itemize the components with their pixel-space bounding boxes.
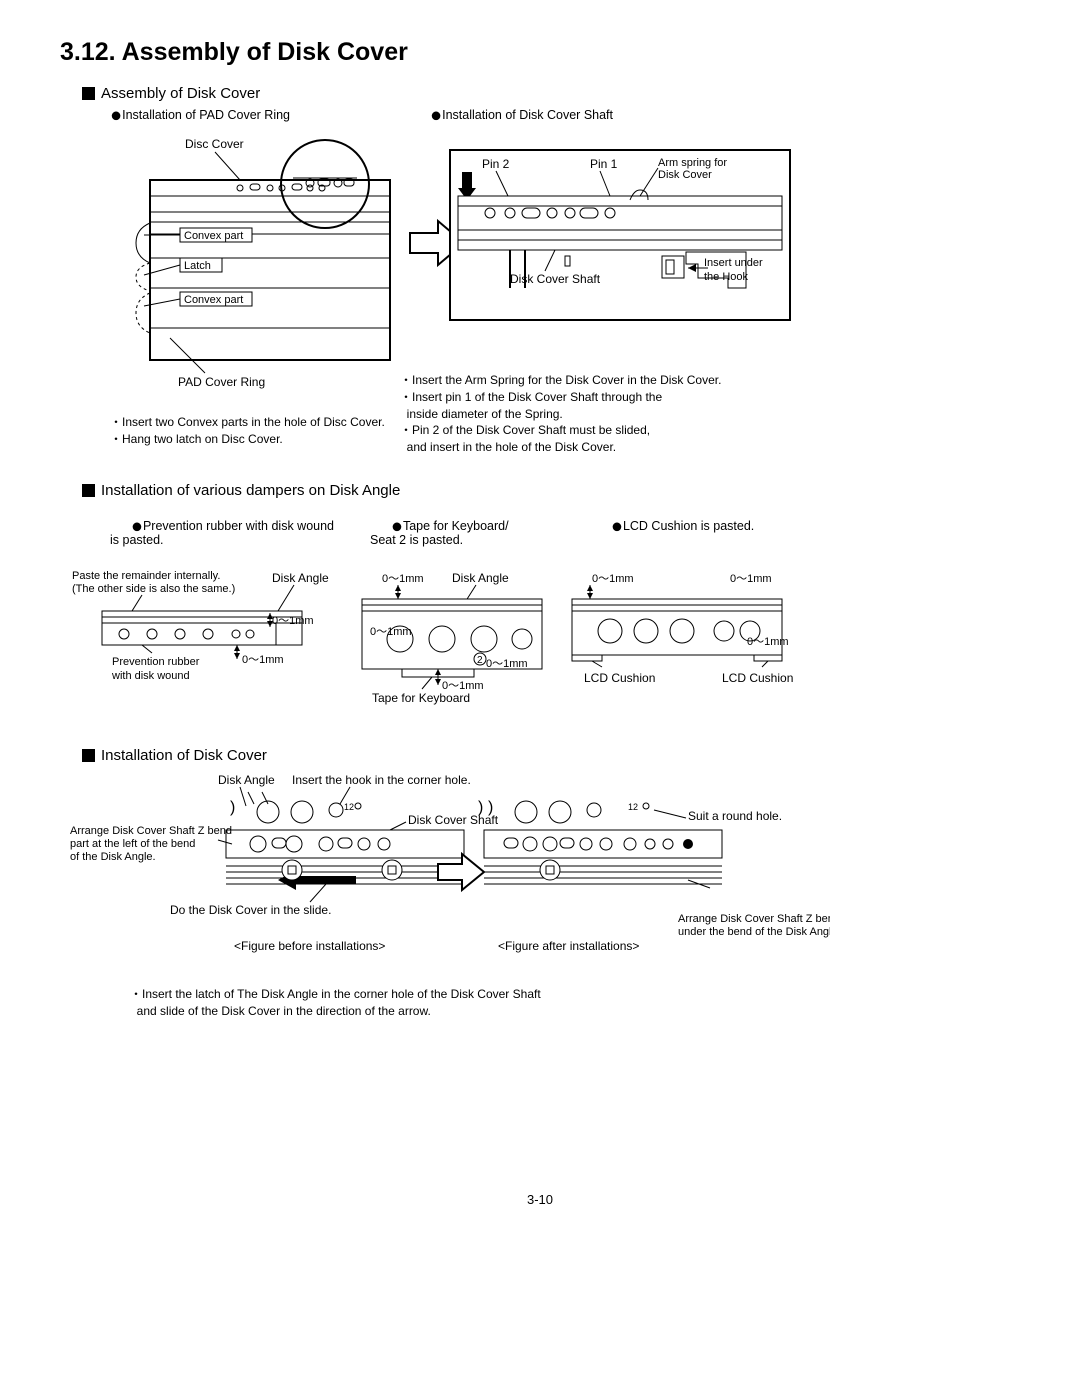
page-number: 3-10	[0, 1192, 1080, 1207]
svg-text:0～1mm: 0～1mm	[382, 573, 424, 585]
section1-diagram: Disc Cover	[110, 128, 1020, 408]
arrow-icon-2	[438, 854, 484, 890]
svg-text:Arrange Disk Cover Shaft Z ben: Arrange Disk Cover Shaft Z bend	[70, 825, 232, 837]
section3-notes: ・Insert the latch of The Disk Angle in t…	[130, 986, 1020, 1020]
svg-text:Prevention rubber: Prevention rubber	[112, 656, 200, 668]
label-arm-spring: Arm spring for	[658, 157, 727, 169]
label-suit-round: Suit a round hole.	[688, 809, 782, 823]
svg-text:Disk Angle: Disk Angle	[452, 571, 509, 585]
section1-heading: Assembly of Disk Cover	[82, 85, 1020, 102]
svg-text:Disk Cover: Disk Cover	[658, 169, 712, 181]
svg-text:12: 12	[344, 802, 354, 812]
svg-text:12: 12	[628, 802, 638, 812]
label-pin1: Pin 1	[590, 157, 618, 171]
svg-text:0～1mm: 0～1mm	[272, 615, 314, 627]
page-title: 3.12. Assembly of Disk Cover	[60, 38, 1020, 67]
section3-heading: Installation of Disk Cover	[82, 747, 1020, 764]
svg-text:0～1mm: 0～1mm	[370, 626, 412, 638]
svg-text:): )	[230, 799, 235, 816]
svg-text:0～1mm: 0～1mm	[592, 573, 634, 585]
label-tape-kbd: Tape for Keyboard	[372, 691, 470, 705]
svg-text:): )	[488, 799, 493, 816]
label-dcs: Disk Cover Shaft	[408, 813, 499, 827]
section1-notes-right: ・Insert the Arm Spring for the Disk Cove…	[400, 372, 721, 456]
disk-angle-1: Disk Angle	[272, 571, 329, 585]
svg-text:of the Disk Angle.: of the Disk Angle.	[70, 851, 156, 863]
svg-text:part at the left of the bend: part at the left of the bend	[70, 838, 195, 850]
svg-text:Arrange Disk Cover Shaft Z ben: Arrange Disk Cover Shaft Z bend part	[678, 913, 830, 925]
label-disc-cover: Disc Cover	[185, 137, 244, 151]
svg-text:the Hook: the Hook	[704, 271, 749, 283]
paste-remainder: Paste the remainder internally.	[72, 570, 220, 582]
label-after: <Figure after installations>	[498, 939, 639, 953]
label-shaft: Disk Cover Shaft	[510, 272, 601, 286]
section2-diagram: Paste the remainder internally. (The oth…	[72, 567, 1020, 717]
svg-text:0～1mm: 0～1mm	[486, 658, 528, 670]
label-do-slide: Do the Disk Cover in the slide.	[170, 903, 331, 917]
svg-text:2: 2	[477, 655, 483, 666]
svg-text:with disk wound: with disk wound	[111, 670, 190, 682]
section2-col3: ●LCD Cushion is pasted.	[590, 505, 754, 547]
label-convex1: Convex part	[184, 230, 243, 242]
label-insert-hook: Insert under	[704, 257, 763, 269]
section3-diagram: Disk Angle Insert the hook in the corner…	[70, 770, 1020, 980]
label-disk-angle3: Disk Angle	[218, 773, 275, 787]
section1-left-sub: ●Installation of PAD Cover Ring	[110, 108, 400, 122]
section2-col2: ●Tape for Keyboard/ Seat 2 is pasted.	[370, 505, 560, 561]
label-hook-corner: Insert the hook in the corner hole.	[292, 773, 471, 787]
section2-heading: Installation of various dampers on Disk …	[82, 482, 1020, 499]
svg-text:0～1mm: 0～1mm	[242, 654, 284, 666]
label-pin2: Pin 2	[482, 157, 510, 171]
svg-text:(The other side is also the sa: (The other side is also the same.)	[72, 583, 235, 595]
section2-col1: ●Prevention rubber with disk wound is pa…	[110, 505, 340, 561]
section1-notes-left: ・Insert two Convex parts in the hole of …	[110, 414, 430, 456]
label-latch: Latch	[184, 260, 211, 272]
svg-text:0～1mm: 0～1mm	[747, 636, 789, 648]
section1-right-sub: ●Installation of Disk Cover Shaft	[430, 108, 613, 122]
svg-text:under the bend of the Disk Ang: under the bend of the Disk Angle.	[678, 926, 830, 938]
label-lcd1: LCD Cushion	[584, 671, 655, 685]
label-lcd2: LCD Cushion	[722, 671, 793, 685]
label-convex2: Convex part	[184, 294, 243, 306]
svg-text:0～1mm: 0～1mm	[730, 573, 772, 585]
label-before: <Figure before installations>	[234, 939, 385, 953]
label-pad-ring: PAD Cover Ring	[178, 375, 265, 389]
